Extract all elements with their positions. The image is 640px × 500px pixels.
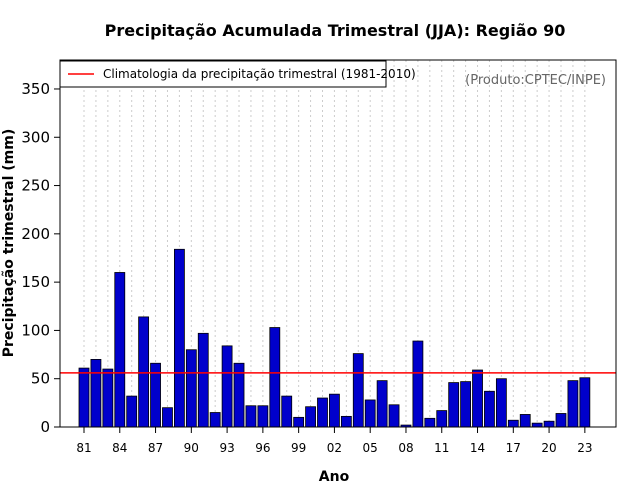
- bar-1995: [245, 405, 257, 428]
- bar-1992: [209, 412, 221, 428]
- legend-label: Climatologia da precipitação trimestral …: [103, 67, 416, 81]
- bar-1989: [173, 248, 185, 428]
- x-tick-label: 99: [291, 441, 306, 455]
- bar-2020: [543, 420, 555, 428]
- bar-2007: [388, 404, 400, 428]
- y-tick-label: 200: [21, 225, 50, 243]
- bar-2016: [495, 378, 507, 428]
- bar-2015: [484, 390, 495, 428]
- bar-2003: [340, 415, 352, 428]
- bars: [78, 248, 591, 428]
- x-tick-label: 81: [76, 441, 91, 455]
- legend-box: [59, 60, 387, 88]
- bar-1997: [269, 327, 281, 428]
- bar-2022: [567, 380, 579, 428]
- credit-text: (Produto:CPTEC/INPE): [465, 73, 606, 88]
- bar-2014: [472, 369, 483, 428]
- bar-1983: [102, 368, 114, 428]
- y-tick-label: 100: [21, 321, 50, 339]
- bar-2001: [317, 397, 328, 428]
- y-tick-label: 50: [31, 370, 50, 388]
- x-tick-label: 14: [470, 441, 485, 455]
- x-axis: 81 84 87 90 93 96 99 02 05 08 11 14 17 20 23: [76, 427, 592, 455]
- x-tick-label: 93: [219, 441, 234, 455]
- bar-2011: [436, 410, 448, 428]
- plot-frame: [59, 59, 617, 428]
- bar-1999: [293, 416, 305, 428]
- x-tick-label: 96: [255, 441, 270, 455]
- y-tick-label: 350: [21, 80, 50, 98]
- bar-2019: [531, 422, 543, 428]
- x-tick-label: 17: [506, 441, 521, 455]
- bar-2021: [555, 413, 567, 428]
- y-axis-title: Precipitação trimestral (mm): [1, 129, 17, 357]
- bar-2009: [412, 340, 424, 428]
- y-tick-label: 250: [21, 177, 50, 195]
- bar-2000: [305, 406, 316, 428]
- y-tick-label: 0: [40, 418, 50, 436]
- x-tick-label: 11: [434, 441, 449, 455]
- x-tick-label: 05: [363, 441, 378, 455]
- bar-1982: [90, 358, 102, 428]
- x-tick-label: 08: [398, 441, 413, 455]
- bar-1985: [126, 395, 138, 428]
- bar-2013: [460, 381, 472, 428]
- bar-2010: [424, 417, 436, 428]
- bar-1990: [185, 349, 197, 428]
- y-tick-label: 150: [21, 273, 50, 291]
- bar-2017: [507, 419, 519, 428]
- bar-1984: [114, 272, 126, 428]
- bar-1981: [78, 367, 90, 428]
- x-tick-label: 84: [112, 441, 127, 455]
- bar-2002: [329, 393, 340, 428]
- bar-1996: [257, 405, 269, 428]
- y-axis: 0 50 100 150 200 250 300 350: [21, 80, 60, 436]
- y-tick-label: 300: [21, 128, 50, 146]
- bar-1991: [197, 332, 209, 428]
- legend: Climatologia da precipitação trimestral …: [59, 60, 416, 88]
- bar-1993: [221, 345, 233, 428]
- bar-2005: [364, 399, 376, 428]
- x-tick-label: 90: [184, 441, 199, 455]
- x-tick-label: 02: [327, 441, 342, 455]
- bar-1988: [162, 407, 173, 428]
- x-tick-label: 20: [541, 441, 556, 455]
- bar-2006: [376, 380, 388, 428]
- bar-2004: [352, 353, 364, 428]
- x-axis-title: Ano: [319, 469, 350, 485]
- x-tick-label: 23: [577, 441, 592, 455]
- bar-1998: [281, 395, 293, 428]
- x-tick-label: 87: [148, 441, 163, 455]
- bar-2023: [579, 377, 591, 428]
- bar-2018: [519, 414, 531, 428]
- bar-2012: [448, 382, 460, 428]
- chart-title: Precipitação Acumulada Trimestral (JJA):…: [105, 21, 566, 40]
- bar-1986: [138, 316, 150, 428]
